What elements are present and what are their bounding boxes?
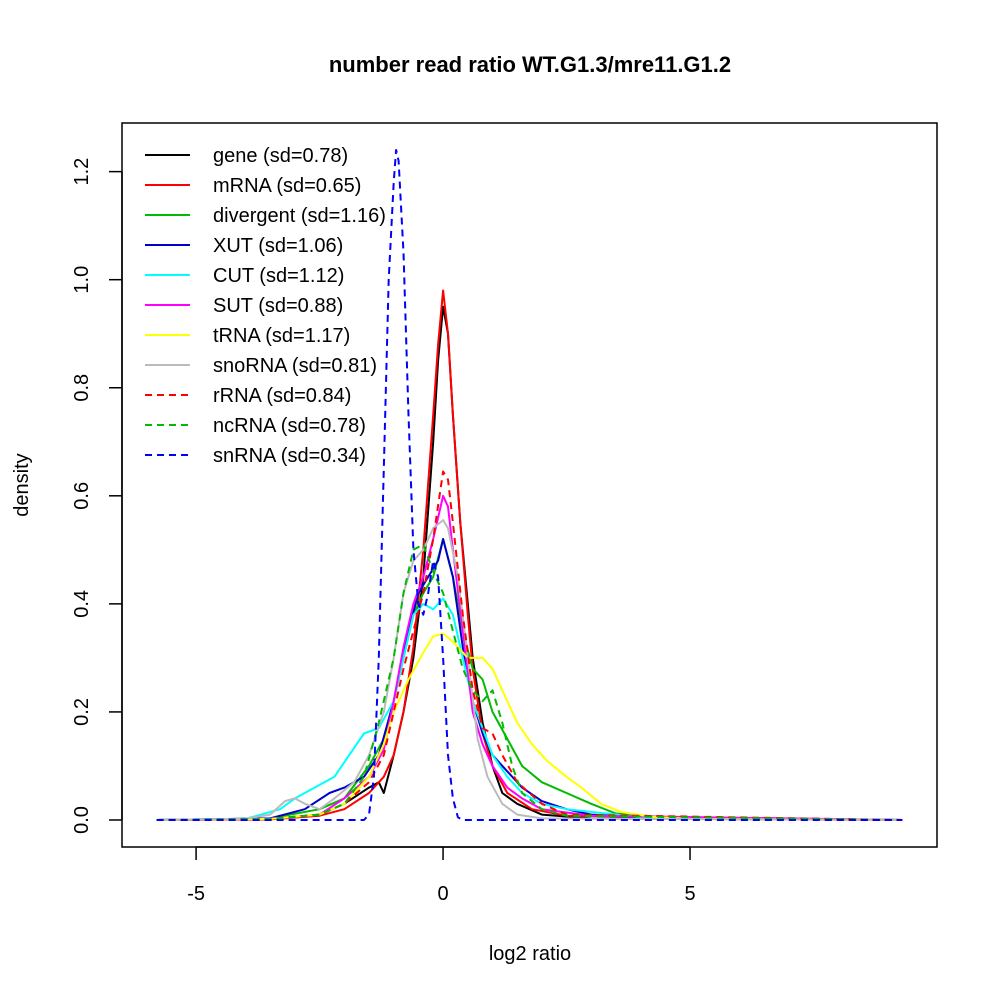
series-layer [156, 149, 903, 821]
x-tick-label: -5 [187, 883, 205, 905]
legend-item-xut: XUT (sd=1.06) [145, 235, 343, 257]
x-tick-label: 0 [437, 883, 448, 905]
y-tick-label: 0.8 [71, 374, 93, 402]
legend-label: SUT (sd=0.88) [213, 295, 343, 317]
legend-label: snoRNA (sd=0.81) [213, 355, 377, 377]
legend-item-snorna: snoRNA (sd=0.81) [145, 355, 377, 377]
legend-item-sut: SUT (sd=0.88) [145, 295, 343, 317]
series-line-snrna [156, 149, 903, 821]
legend-item-ncrna: ncRNA (sd=0.78) [145, 415, 366, 437]
series-line-rrna [156, 470, 903, 821]
legend-item-trna: tRNA (sd=1.17) [145, 325, 350, 347]
series-line-xut [156, 538, 903, 821]
legend-item-snrna: snRNA (sd=0.34) [145, 445, 366, 467]
chart-title: number read ratio WT.G1.3/mre11.G1.2 [329, 52, 731, 77]
legend: gene (sd=0.78) mRNA (sd=0.65) divergent (s… [145, 145, 386, 467]
x-tick-label: 5 [684, 883, 695, 905]
legend-label: divergent (sd=1.16) [213, 205, 386, 227]
x-axis-label: log2 ratio [489, 943, 571, 965]
y-tick-label: 1.0 [71, 266, 93, 294]
legend-label: snRNA (sd=0.34) [213, 445, 366, 467]
y-tick-label: 0.6 [71, 482, 93, 510]
series-line-gene [156, 305, 903, 821]
axes-layer: -5 0 5 0.0 0.2 0.4 0.6 0.8 1.0 1.2 [71, 158, 696, 905]
series-line-sut [156, 494, 903, 821]
legend-item-gene: gene (sd=0.78) [145, 145, 348, 167]
y-tick-label: 0.2 [71, 698, 93, 726]
legend-label: tRNA (sd=1.17) [213, 325, 350, 347]
series-line-trna [156, 632, 903, 821]
series-line-snorna [156, 519, 903, 821]
series-line-ncrna [156, 543, 903, 821]
legend-item-cut: CUT (sd=1.12) [145, 265, 344, 287]
legend-label: mRNA (sd=0.65) [213, 175, 361, 197]
legend-label: XUT (sd=1.06) [213, 235, 343, 257]
legend-item-rrna: rRNA (sd=0.84) [145, 385, 351, 407]
y-tick-label: 0.4 [71, 590, 93, 618]
series-line-divergent [156, 538, 903, 821]
y-tick-label: 1.2 [71, 158, 93, 186]
legend-label: CUT (sd=1.12) [213, 265, 344, 287]
y-tick-label: 0.0 [71, 806, 93, 834]
y-axis-label: density [11, 453, 33, 516]
series-line-cut [156, 597, 903, 821]
legend-item-mrna: mRNA (sd=0.65) [145, 175, 361, 197]
legend-label: ncRNA (sd=0.78) [213, 415, 366, 437]
plot-frame [121, 122, 938, 848]
legend-label: rRNA (sd=0.84) [213, 385, 351, 407]
legend-item-divergent: divergent (sd=1.16) [145, 205, 386, 227]
legend-label: gene (sd=0.78) [213, 145, 348, 167]
